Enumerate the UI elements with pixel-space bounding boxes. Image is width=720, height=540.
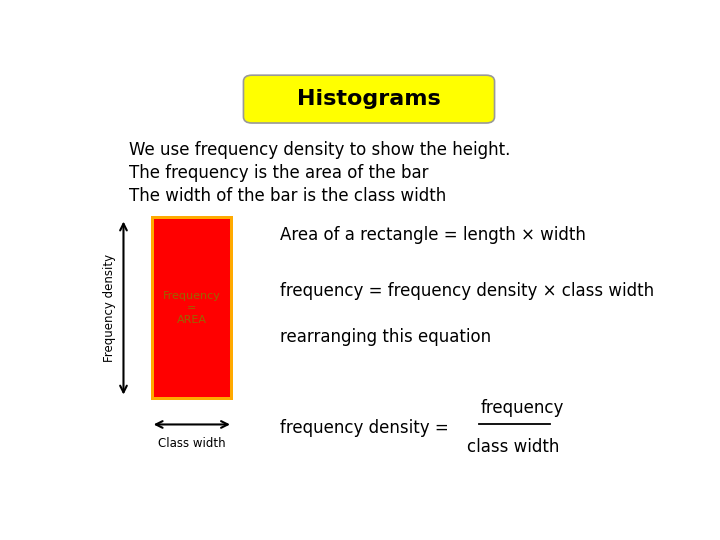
Text: frequency: frequency (481, 399, 564, 417)
Bar (150, 216, 233, 400)
Text: Frequency
=
AREA: Frequency = AREA (163, 292, 221, 325)
FancyBboxPatch shape (243, 75, 495, 123)
Text: The frequency is the area of the bar: The frequency is the area of the bar (129, 164, 428, 182)
Text: rearranging this equation: rearranging this equation (280, 328, 491, 346)
Text: Frequency density: Frequency density (103, 254, 116, 362)
Text: frequency density =: frequency density = (280, 418, 454, 436)
Text: The width of the bar is the class width: The width of the bar is the class width (129, 187, 446, 205)
Text: We use frequency density to show the height.: We use frequency density to show the hei… (129, 141, 510, 159)
Text: Area of a rectangle = length × width: Area of a rectangle = length × width (280, 226, 585, 244)
Text: class width: class width (467, 438, 559, 456)
Text: Histograms: Histograms (297, 89, 441, 109)
Bar (154, 219, 230, 397)
Text: frequency = frequency density × class width: frequency = frequency density × class wi… (280, 282, 654, 300)
Text: Class width: Class width (158, 437, 225, 450)
